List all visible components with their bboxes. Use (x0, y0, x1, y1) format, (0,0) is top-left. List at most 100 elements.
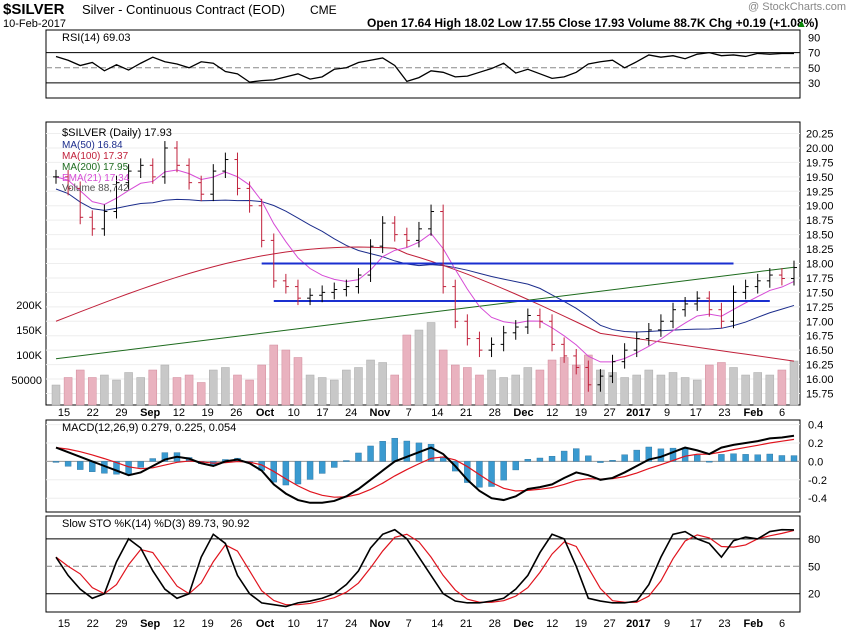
volume-bar (777, 369, 787, 406)
price-tick-label: 17.75 (806, 273, 834, 285)
x-tick-label: 28 (489, 407, 501, 419)
rsi-title: RSI(14) 69.03 (62, 32, 130, 44)
sto-tick-label: 20 (808, 589, 820, 601)
ema21-line (55, 169, 795, 363)
price-tick-label: 18.00 (806, 259, 834, 271)
ma50-line (55, 188, 795, 333)
volume-bar (342, 369, 351, 406)
volume-bar (112, 379, 121, 406)
x-tick-label: Dec (513, 407, 533, 419)
volume-bar (559, 357, 569, 406)
volume-bar (88, 377, 97, 406)
volume-bar (196, 382, 206, 406)
x-tick-label: 17 (690, 618, 702, 630)
x-tick-label: 12 (173, 407, 185, 419)
macd-histogram-bar (391, 437, 398, 462)
macd-histogram-bar (536, 457, 544, 462)
volume-bar (535, 369, 545, 406)
macd-histogram-bar (718, 454, 725, 462)
price-tick-label: 19.75 (806, 157, 834, 169)
volume-bar (305, 374, 315, 406)
x-tick-label: 29 (115, 407, 127, 419)
x-tick-label: Feb (743, 407, 763, 419)
sto-layer: 80 50 20 (46, 528, 820, 608)
macd-histogram-bar (355, 452, 362, 462)
volume-bar (281, 349, 291, 406)
volume-bar (317, 377, 327, 406)
rsi-tick-label: 50 (808, 63, 820, 75)
volume-bar (523, 367, 533, 406)
volume-bar (789, 360, 799, 406)
chart-symbol: $SILVER (3, 1, 65, 18)
watermark: @ StockCharts.com (748, 1, 846, 13)
macd-tick-label: -0.2 (808, 475, 827, 487)
volume-bar (172, 377, 182, 406)
volume-bar (269, 344, 279, 406)
rsi-panel (45, 29, 801, 99)
x-tick-label: 19 (575, 407, 587, 419)
price-tick-label: 19.50 (806, 172, 834, 184)
sto-tick-label: 80 (808, 534, 820, 546)
price-tick-label: 18.50 (806, 230, 834, 242)
price-tick-label: 16.25 (806, 360, 834, 372)
volume-bar (257, 364, 266, 406)
x-tick-label: 15 (58, 407, 70, 419)
volume-bar (402, 334, 412, 406)
macd-histogram-bar (64, 461, 72, 467)
x-tick-label: 10 (288, 407, 300, 419)
volume-bar (705, 364, 714, 406)
macd-signal-line (55, 438, 795, 498)
macd-histogram-bar (633, 449, 640, 462)
price-tick-label: 17.25 (806, 302, 834, 314)
macd-histogram-bar (573, 448, 580, 462)
macd-histogram-bar (681, 447, 689, 462)
macd-histogram-bar (379, 441, 386, 462)
volume-bar (644, 369, 654, 406)
x-tick-label: 23 (718, 407, 730, 419)
sto-tick-label: 50 (808, 561, 820, 573)
chart-date: 10-Feb-2017 (3, 18, 66, 30)
sto-d-line (55, 529, 795, 606)
x-tick-label: Feb (743, 618, 763, 630)
volume-bar (450, 364, 460, 406)
volume-bar (438, 349, 448, 406)
price-tick-label: 18.25 (806, 244, 834, 256)
macd-histogram-bar (548, 455, 556, 462)
x-tick-label: 22 (87, 407, 99, 419)
volume-bar (741, 374, 750, 406)
price-tick-label: 20.00 (806, 143, 834, 155)
macd-histogram-bar (742, 454, 749, 462)
x-tick-label: 19 (575, 618, 587, 630)
macd-histogram-bar (403, 440, 411, 462)
x-tick-label: Oct (256, 407, 275, 419)
x-tick-label: 21 (460, 407, 472, 419)
volume-bar (656, 374, 666, 406)
macd-histogram-bar (137, 461, 144, 468)
x-tick-label: 15 (58, 618, 70, 630)
volume-bar (330, 379, 339, 406)
x-tick-label: Dec (513, 618, 533, 630)
x-tick-label: 6 (779, 407, 785, 419)
macd-histogram-bar (282, 461, 290, 486)
volume-bar (390, 374, 400, 406)
macd-line (55, 434, 795, 504)
x-tick-label: 9 (664, 407, 670, 419)
volume-bar (475, 374, 484, 406)
volume-bar (511, 374, 520, 406)
macd-histogram-bar (318, 461, 326, 474)
volume-bar (620, 377, 629, 406)
x-axis-labels-bottom: 15 22 29 Sep 12 19 26 Oct 10 17 24 Nov 7 14 21 28 Dec 12 1… (58, 618, 785, 630)
macd-histogram-bar (500, 461, 507, 481)
x-tick-label: 17 (316, 618, 328, 630)
macd-histogram-bar (367, 445, 374, 462)
x-tick-label: 2017 (626, 407, 650, 419)
macd-histogram-bar (52, 461, 60, 463)
x-tick-label: 7 (406, 618, 412, 630)
macd-histogram-bar (113, 461, 120, 475)
macd-tick-label: 0.4 (808, 420, 823, 432)
volume-bar (680, 377, 690, 406)
macd-layer: 0.4 0.2 0.0 -0.2 -0.4 (46, 420, 827, 505)
volume-bar (426, 322, 436, 406)
x-tick-label: 27 (604, 407, 616, 419)
x-tick-label: Nov (370, 618, 392, 630)
